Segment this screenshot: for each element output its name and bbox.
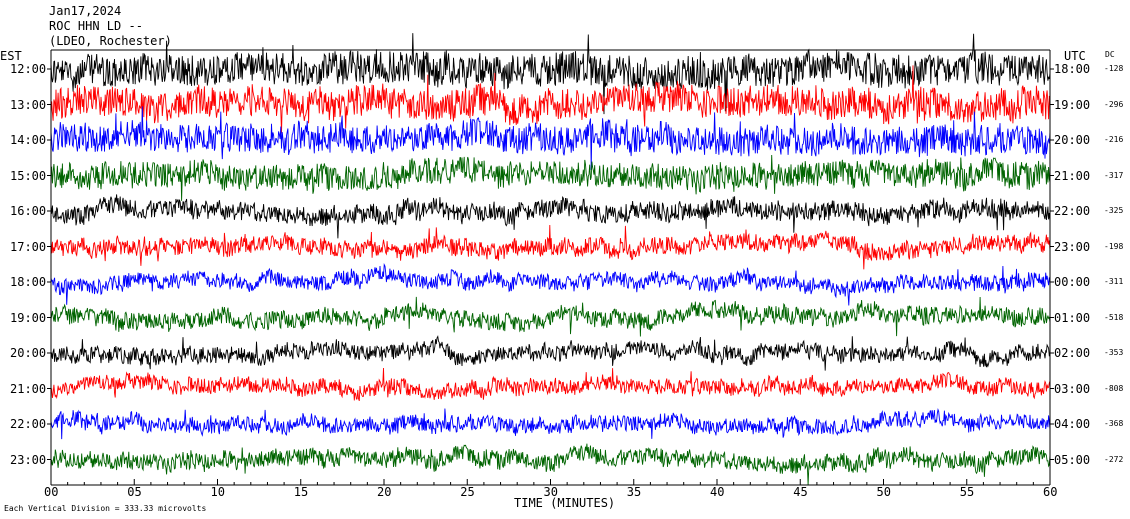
- trace-2200: [50, 408, 1051, 440]
- x-axis-label: TIME (MINUTES): [514, 496, 616, 510]
- chart-network: (LDEO, Rochester): [49, 34, 172, 48]
- trace-1700: [50, 224, 1051, 270]
- est-label: 17:00: [10, 239, 47, 254]
- chart-date: Jan17,2024: [49, 4, 122, 18]
- est-label: 15:00: [10, 168, 47, 183]
- est-label: 20:00: [10, 346, 47, 360]
- est-label: 21:00: [10, 381, 47, 396]
- est-label: 12:00: [10, 62, 47, 76]
- utc-label: 22:00: [1054, 204, 1091, 218]
- dc-label: -808: [1104, 383, 1124, 393]
- trace-1300: [50, 65, 1051, 134]
- utc-label: 21:00: [1054, 168, 1091, 183]
- utc-label: 01:00: [1054, 310, 1091, 325]
- dc-label: -368: [1104, 419, 1124, 428]
- dc-label: -353: [1104, 348, 1124, 357]
- dc-label: -272: [1104, 454, 1124, 464]
- trace-1500: [50, 154, 1051, 201]
- est-axis-title: EST: [0, 49, 22, 63]
- est-label: 19:00: [10, 310, 47, 325]
- utc-label: 19:00: [1054, 97, 1091, 112]
- dc-axis-title: DC: [1105, 50, 1115, 59]
- est-label: 16:00: [10, 204, 47, 218]
- x-tick-layer: [50, 479, 1051, 485]
- x-tick-label: 55: [959, 485, 975, 499]
- x-tick-label: 20: [377, 485, 392, 499]
- dc-label: -216: [1104, 135, 1124, 144]
- chart-station: ROC HHN LD --: [49, 19, 143, 33]
- trace-1400: [50, 106, 1051, 170]
- x-tick-label: 15: [293, 485, 309, 499]
- footer-note: Each Vertical Division = 333.33 microvol…: [4, 504, 207, 513]
- dc-label: -518: [1104, 312, 1124, 322]
- utc-label: 00:00: [1054, 275, 1091, 289]
- x-tick-label: 45: [793, 485, 808, 499]
- dc-label: -317: [1104, 170, 1124, 180]
- trace-1800: [50, 262, 1051, 306]
- trace-1600: [50, 194, 1051, 239]
- utc-label: 05:00: [1054, 452, 1091, 467]
- utc-label: 03:00: [1054, 381, 1091, 396]
- dc-label: -296: [1104, 99, 1124, 109]
- x-tick-label: 00: [44, 485, 59, 499]
- trace-2300: [50, 443, 1051, 485]
- trace-2000: [50, 335, 1051, 371]
- est-label: 13:00: [10, 97, 47, 112]
- utc-label: 04:00: [1054, 417, 1091, 431]
- trace-2100: [50, 367, 1051, 401]
- dc-label: -128: [1104, 64, 1124, 73]
- est-label: 23:00: [10, 452, 47, 467]
- trace-1200: [50, 33, 1051, 115]
- utc-label: 23:00: [1054, 239, 1091, 254]
- x-tick-label: 10: [210, 485, 225, 499]
- x-tick-label: 50: [876, 485, 891, 499]
- dc-label: -198: [1104, 241, 1124, 251]
- x-tick-label: 40: [710, 485, 725, 499]
- utc-label: 18:00: [1054, 62, 1091, 76]
- dc-label: -325: [1104, 206, 1124, 215]
- utc-axis-title: UTC: [1064, 49, 1086, 63]
- x-tick-label: 05: [127, 485, 142, 499]
- x-tick-label: 35: [626, 485, 642, 499]
- trace-1900: [50, 296, 1051, 337]
- est-label: 14:00: [10, 133, 47, 147]
- dc-label: -311: [1104, 277, 1124, 286]
- trace-layer: [50, 33, 1051, 485]
- x-tick-label: 25: [460, 485, 475, 499]
- plot-frame: [47, 49, 1054, 486]
- utc-label: 02:00: [1054, 346, 1091, 360]
- est-label: 22:00: [10, 417, 47, 431]
- est-label: 18:00: [10, 275, 47, 289]
- utc-label: 20:00: [1054, 133, 1091, 147]
- x-tick-label: 60: [1043, 485, 1058, 499]
- x-tick-label: 30: [543, 485, 558, 499]
